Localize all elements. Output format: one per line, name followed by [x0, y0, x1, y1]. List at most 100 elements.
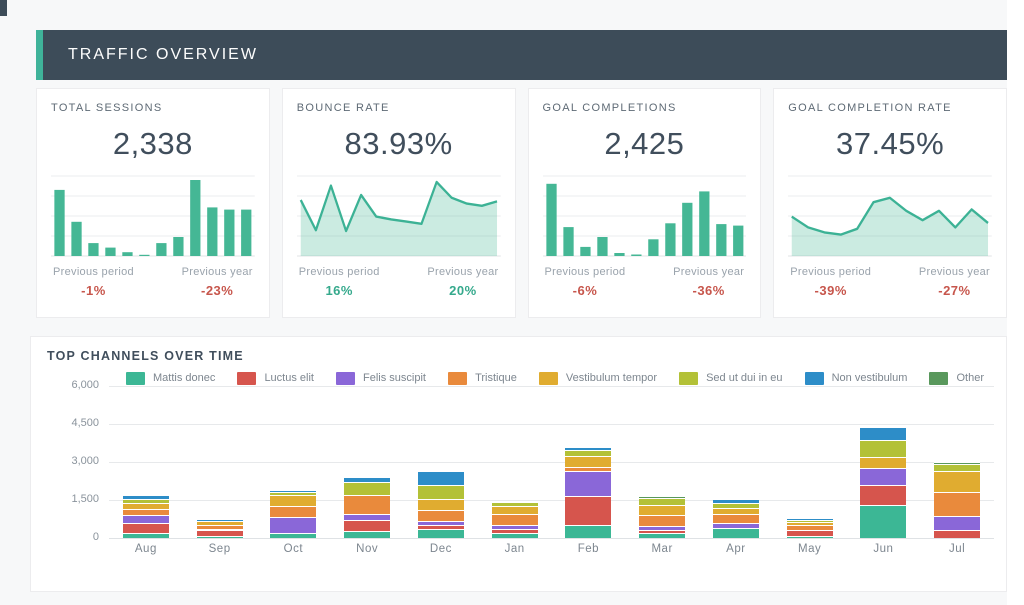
bar-segment[interactable]: [196, 530, 243, 536]
mini-bar[interactable]: [190, 180, 201, 256]
bar-segment[interactable]: [270, 495, 317, 507]
bar-segment[interactable]: [491, 501, 538, 503]
bar-segment[interactable]: [417, 520, 464, 526]
mini-bar[interactable]: [562, 227, 574, 256]
legend-item[interactable]: Non vestibulum: [804, 371, 907, 385]
bar-segment[interactable]: [344, 530, 391, 538]
mini-bar[interactable]: [156, 243, 167, 256]
mini-bar[interactable]: [71, 221, 82, 256]
bar-segment[interactable]: [639, 532, 686, 538]
bar-segment[interactable]: [565, 466, 612, 471]
mini-bar[interactable]: [681, 202, 692, 256]
mini-bar[interactable]: [105, 247, 116, 256]
mini-bar[interactable]: [54, 189, 65, 256]
stacked-bar-mar[interactable]: [639, 496, 686, 538]
bar-segment[interactable]: [860, 505, 907, 538]
stacked-bar-dec[interactable]: [417, 470, 464, 538]
bar-segment[interactable]: [639, 525, 686, 530]
bar-segment[interactable]: [491, 528, 538, 533]
bar-segment[interactable]: [565, 455, 612, 467]
bar-segment[interactable]: [860, 485, 907, 506]
bar-segment[interactable]: [270, 489, 317, 493]
bar-segment[interactable]: [712, 527, 759, 538]
legend-item[interactable]: Tristique: [448, 371, 517, 385]
bar-segment[interactable]: [934, 464, 981, 472]
mini-bar[interactable]: [207, 207, 218, 256]
bar-segment[interactable]: [344, 519, 391, 531]
stacked-bar-oct[interactable]: [270, 489, 317, 538]
mini-bar[interactable]: [241, 209, 252, 256]
bar-segment[interactable]: [122, 509, 169, 515]
mini-bar[interactable]: [715, 224, 726, 256]
bar-segment[interactable]: [565, 450, 612, 456]
bar-segment[interactable]: [565, 496, 612, 526]
bar-segment[interactable]: [122, 522, 169, 533]
bar-segment[interactable]: [344, 476, 391, 483]
bar-segment[interactable]: [639, 496, 686, 498]
bar-segment[interactable]: [196, 519, 243, 522]
mini-bar[interactable]: [596, 237, 608, 256]
bar-segment[interactable]: [639, 505, 686, 515]
stacked-bar-feb[interactable]: [565, 446, 612, 538]
bar-segment[interactable]: [639, 514, 686, 526]
stacked-bar-jun[interactable]: [860, 426, 907, 538]
bar-segment[interactable]: [344, 482, 391, 496]
mini-bar[interactable]: [122, 252, 133, 256]
mini-bar[interactable]: [732, 225, 743, 256]
legend-item[interactable]: Felis suscipit: [336, 371, 426, 385]
stacked-bar-jan[interactable]: [491, 501, 538, 538]
mini-bar[interactable]: [545, 183, 557, 256]
stacked-bar-jul[interactable]: [934, 462, 981, 538]
stacked-bar-nov[interactable]: [344, 476, 391, 538]
bar-segment[interactable]: [417, 525, 464, 530]
mini-bar[interactable]: [579, 246, 591, 256]
bar-segment[interactable]: [417, 499, 464, 511]
bar-segment[interactable]: [565, 446, 612, 451]
mini-bar[interactable]: [613, 253, 625, 256]
bar-segment[interactable]: [786, 524, 833, 530]
bar-segment[interactable]: [786, 521, 833, 525]
bar-segment[interactable]: [565, 470, 612, 497]
mini-bar[interactable]: [139, 254, 150, 256]
bar-segment[interactable]: [122, 498, 169, 503]
bar-segment[interactable]: [639, 529, 686, 533]
legend-item[interactable]: Vestibulum tempor: [538, 371, 657, 385]
mini-bar[interactable]: [88, 243, 99, 256]
bar-segment[interactable]: [712, 522, 759, 528]
bar-segment[interactable]: [270, 532, 317, 538]
legend-item[interactable]: Luctus elit: [237, 371, 314, 385]
mini-bar[interactable]: [664, 223, 676, 256]
bar-segment[interactable]: [122, 502, 169, 510]
bar-segment[interactable]: [712, 502, 759, 508]
legend-item[interactable]: Sed ut dui in eu: [679, 371, 783, 385]
bar-segment[interactable]: [639, 497, 686, 506]
bar-segment[interactable]: [270, 492, 317, 496]
bar-segment[interactable]: [786, 529, 833, 536]
bar-segment[interactable]: [712, 507, 759, 515]
mini-bar[interactable]: [173, 237, 184, 256]
stacked-bar-apr[interactable]: [712, 498, 759, 538]
bar-segment[interactable]: [491, 525, 538, 529]
stacked-bar-sep[interactable]: [196, 519, 243, 538]
bar-segment[interactable]: [270, 506, 317, 518]
bar-segment[interactable]: [860, 456, 907, 469]
bar-segment[interactable]: [712, 514, 759, 523]
bar-segment[interactable]: [491, 532, 538, 538]
bar-segment[interactable]: [491, 502, 538, 507]
bar-segment[interactable]: [786, 520, 833, 522]
bar-segment[interactable]: [344, 513, 391, 520]
bar-segment[interactable]: [934, 530, 981, 538]
bar-segment[interactable]: [786, 517, 833, 521]
mini-bar[interactable]: [647, 239, 659, 256]
bar-segment[interactable]: [122, 532, 169, 538]
bar-segment[interactable]: [417, 529, 464, 538]
bar-segment[interactable]: [122, 514, 169, 523]
bar-segment[interactable]: [344, 495, 391, 514]
bar-segment[interactable]: [565, 525, 612, 538]
bar-segment[interactable]: [860, 468, 907, 486]
bar-segment[interactable]: [270, 517, 317, 533]
bar-segment[interactable]: [417, 485, 464, 500]
bar-segment[interactable]: [417, 470, 464, 486]
bar-segment[interactable]: [712, 498, 759, 503]
legend-item[interactable]: Other: [929, 371, 984, 385]
